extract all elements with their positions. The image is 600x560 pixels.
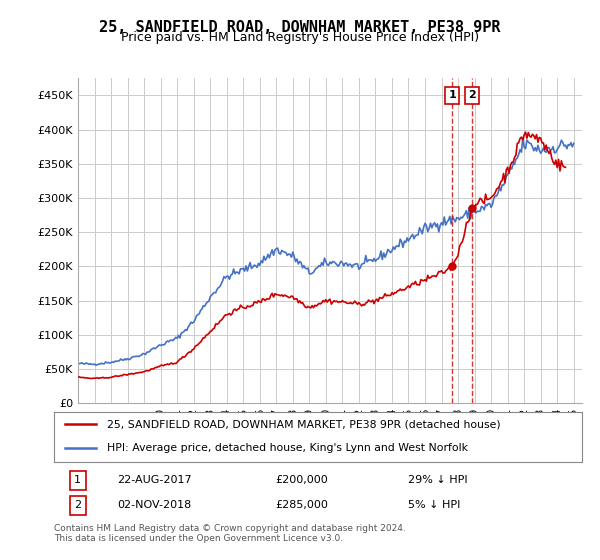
Text: Price paid vs. HM Land Registry's House Price Index (HPI): Price paid vs. HM Land Registry's House … [121,31,479,44]
Text: 29% ↓ HPI: 29% ↓ HPI [408,475,467,485]
Text: 25, SANDFIELD ROAD, DOWNHAM MARKET, PE38 9PR (detached house): 25, SANDFIELD ROAD, DOWNHAM MARKET, PE38… [107,419,500,429]
Text: £285,000: £285,000 [276,501,329,510]
Text: HPI: Average price, detached house, King's Lynn and West Norfolk: HPI: Average price, detached house, King… [107,443,468,453]
Text: 25, SANDFIELD ROAD, DOWNHAM MARKET, PE38 9PR: 25, SANDFIELD ROAD, DOWNHAM MARKET, PE38… [99,20,501,35]
Text: 22-AUG-2017: 22-AUG-2017 [118,475,192,485]
Text: 1: 1 [74,475,81,485]
Text: Contains HM Land Registry data © Crown copyright and database right 2024.
This d: Contains HM Land Registry data © Crown c… [54,524,406,543]
Text: 2: 2 [468,91,476,100]
Text: 02-NOV-2018: 02-NOV-2018 [118,501,191,510]
Text: 5% ↓ HPI: 5% ↓ HPI [408,501,460,510]
Text: £200,000: £200,000 [276,475,329,485]
Text: 2: 2 [74,501,82,510]
Text: 1: 1 [448,91,456,100]
